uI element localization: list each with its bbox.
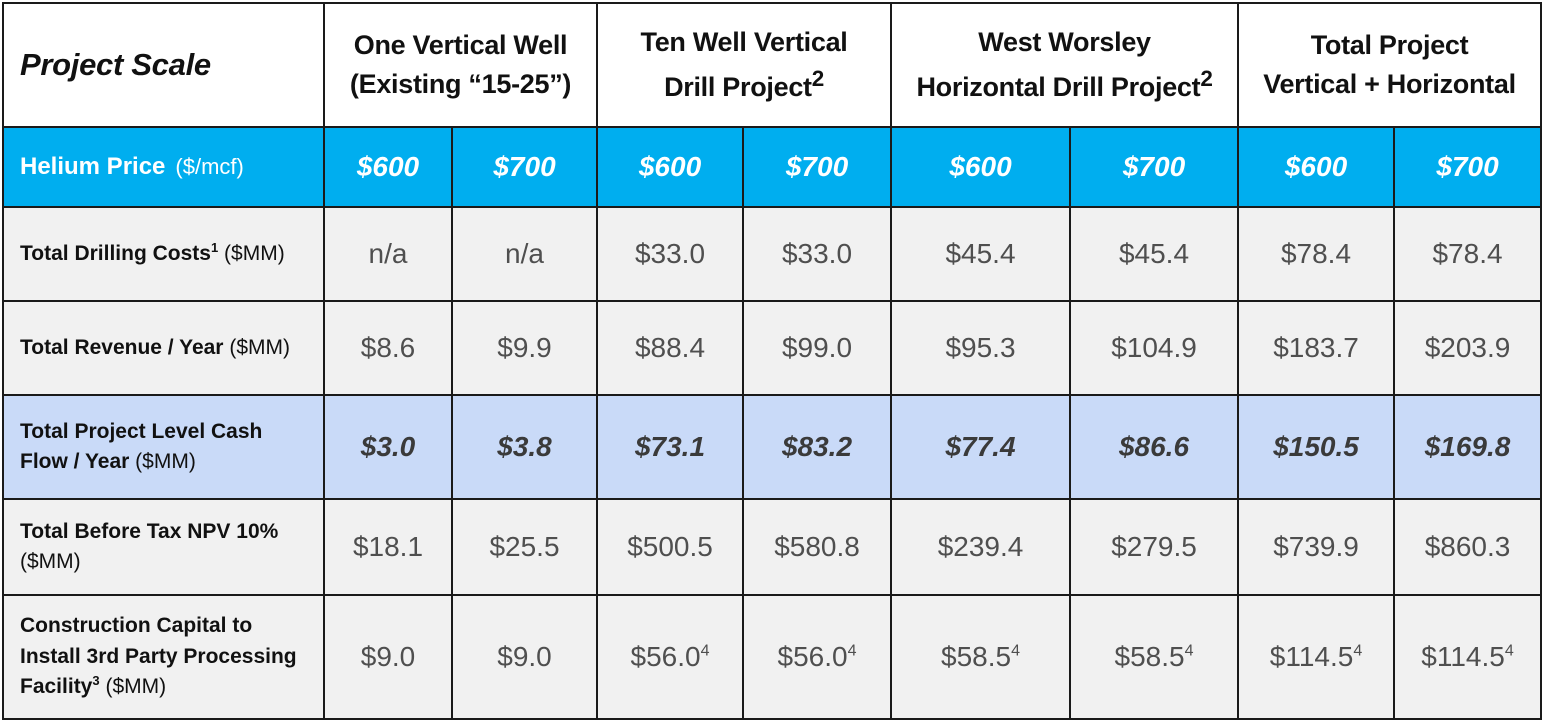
footnote-marker: 4 <box>1504 642 1514 660</box>
table-cell: n/a <box>323 206 453 302</box>
table-cell: $99.0 <box>742 300 893 396</box>
group-heading-west-worsley: West Worsley Horizontal Drill Project2 <box>890 2 1240 128</box>
footnote-marker: 4 <box>1353 642 1363 660</box>
table-cell: $9.0 <box>450 594 599 720</box>
group-heading-line: Horizontal Drill Project <box>916 71 1201 102</box>
unit-label: ($MM) <box>229 335 290 359</box>
footnote-marker: 2 <box>1200 65 1213 91</box>
table-cell: $45.4 <box>890 206 1072 302</box>
table-cell: $203.9 <box>1393 300 1543 396</box>
table-cell: $56.04 <box>596 594 745 720</box>
footnote-marker: 3 <box>92 673 100 689</box>
revenue-row: Total Revenue / Year ($MM) $8.6 $9.9 $88… <box>2 300 1543 396</box>
footnote-marker: 4 <box>700 642 710 660</box>
table-cell: $500.5 <box>596 498 745 596</box>
group-heading-line: Drill Project <box>664 71 812 102</box>
footnote-marker: 2 <box>811 65 825 91</box>
price-cell: $700 <box>450 126 599 208</box>
price-cell: $600 <box>323 126 453 208</box>
unit-label: ($/mcf) <box>175 154 244 179</box>
table-cell: $114.54 <box>1237 594 1396 720</box>
unit-label: ($MM) <box>224 241 285 265</box>
npv-row: Total Before Tax NPV 10% ($MM) $18.1 $25.… <box>2 498 1543 596</box>
group-heading-line: West Worsley <box>978 27 1151 58</box>
table-cell: $58.54 <box>1069 594 1240 720</box>
table-cell: $33.0 <box>596 206 745 302</box>
table-cell: $580.8 <box>742 498 893 596</box>
table-cell: n/a <box>450 206 599 302</box>
group-heading-line: Ten Well Vertical <box>640 27 848 58</box>
table-cell: $73.1 <box>596 394 745 500</box>
table-cell: $3.0 <box>323 394 453 500</box>
table-cell: $78.4 <box>1237 206 1396 302</box>
npv-label: Total Before Tax NPV 10% ($MM) <box>2 498 325 596</box>
drilling-costs-label: Total Drilling Costs1 ($MM) <box>2 206 325 302</box>
table-cell: $86.6 <box>1069 394 1240 500</box>
table-cell: $25.5 <box>450 498 599 596</box>
project-scale-heading: Project Scale <box>2 2 325 128</box>
group-heading-line: One Vertical Well <box>353 29 568 60</box>
table-cell: $114.54 <box>1393 594 1543 720</box>
table-cell: $9.0 <box>323 594 453 720</box>
price-cell: $700 <box>742 126 893 208</box>
table-cell: $279.5 <box>1069 498 1240 596</box>
unit-label: ($MM) <box>20 550 81 573</box>
table-cell: $77.4 <box>890 394 1072 500</box>
table-cell: $239.4 <box>890 498 1072 596</box>
table-cell: $8.6 <box>323 300 453 396</box>
group-heading-line: Total Project <box>1310 29 1469 60</box>
construction-capital-label: Construction Capital to Install 3rd Party… <box>2 594 325 720</box>
table-cell: $56.04 <box>742 594 893 720</box>
revenue-label: Total Revenue / Year ($MM) <box>2 300 325 396</box>
table-cell: $58.54 <box>890 594 1072 720</box>
group-heading-line: Vertical + Horizontal <box>1263 69 1516 99</box>
price-cell: $600 <box>596 126 745 208</box>
table-cell: $150.5 <box>1237 394 1396 500</box>
table-cell: $78.4 <box>1393 206 1543 302</box>
footnote-marker: 4 <box>847 642 857 660</box>
table-cell: $169.8 <box>1393 394 1543 500</box>
table-cell: $9.9 <box>450 300 599 396</box>
table-cell: $104.9 <box>1069 300 1240 396</box>
group-heading-total-project: Total Project Vertical + Horizontal <box>1237 2 1543 128</box>
table-cell: $45.4 <box>1069 206 1240 302</box>
drilling-costs-row: Total Drilling Costs1 ($MM) n/a n/a $33.… <box>2 206 1543 302</box>
group-heading-line: (Existing “15-25”) <box>349 69 572 99</box>
table-cell: $739.9 <box>1237 498 1396 596</box>
cash-flow-label: Total Project Level Cash Flow / Year ($MM… <box>2 394 325 500</box>
table-cell: $88.4 <box>596 300 745 396</box>
table-cell: $3.8 <box>450 394 599 500</box>
table-cell: $860.3 <box>1393 498 1543 596</box>
helium-price-row: Helium Price ($/mcf) $600 $700 $600 $700 … <box>2 126 1543 208</box>
group-heading-ten-well-vertical: Ten Well Vertical Drill Project2 <box>596 2 893 128</box>
helium-price-label: Helium Price ($/mcf) <box>2 126 325 208</box>
footnote-marker: 1 <box>210 239 219 255</box>
table-cell: $95.3 <box>890 300 1072 396</box>
table-cell: $18.1 <box>323 498 453 596</box>
table-cell: $33.0 <box>742 206 893 302</box>
table-cell: $83.2 <box>742 394 893 500</box>
price-cell: $700 <box>1069 126 1240 208</box>
construction-capital-row: Construction Capital to Install 3rd Party… <box>2 594 1543 720</box>
header-row: Project Scale One Vertical Well (Existin… <box>2 2 1543 128</box>
unit-label: ($MM) <box>105 675 167 699</box>
unit-label: ($MM) <box>135 450 196 473</box>
footnote-marker: 4 <box>1184 642 1194 660</box>
group-heading-one-vertical-well: One Vertical Well (Existing “15-25”) <box>322 2 599 128</box>
cash-flow-row: Total Project Level Cash Flow / Year ($MM… <box>2 394 1543 500</box>
price-cell: $600 <box>1237 126 1396 208</box>
price-cell: $700 <box>1393 126 1543 208</box>
table-cell: $183.7 <box>1237 300 1396 396</box>
footnote-marker: 4 <box>1011 642 1020 660</box>
price-cell: $600 <box>890 126 1072 208</box>
